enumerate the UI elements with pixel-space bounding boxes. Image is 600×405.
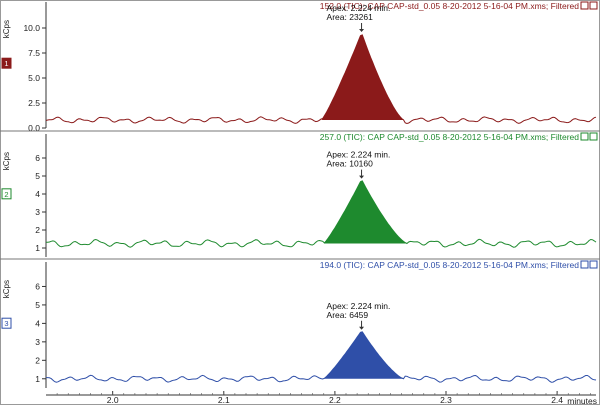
y-axis-label: kCps xyxy=(2,280,11,298)
apex-marker-arrow xyxy=(359,175,365,179)
y-tick-label: 3 xyxy=(35,207,40,217)
y-tick-label: 0.0 xyxy=(28,123,40,133)
y-tick-label: 5.0 xyxy=(28,73,40,83)
channel-badge-label: 3 xyxy=(4,319,8,328)
trace-options-icon[interactable] xyxy=(580,132,589,141)
y-tick-label: 6 xyxy=(35,153,40,163)
area-label: Area: 23261 xyxy=(327,12,374,22)
trace-close-icon[interactable] xyxy=(589,260,598,269)
channel-badge[interactable] xyxy=(1,317,12,329)
trace-close-icon[interactable] xyxy=(589,1,598,10)
y-tick-label: 4 xyxy=(35,189,40,199)
y-tick-label: 2.5 xyxy=(28,98,40,108)
y-tick-label: 3 xyxy=(35,337,40,347)
apex-label: Apex: 2.224 min. xyxy=(327,301,391,311)
y-tick-label: 2 xyxy=(35,355,40,365)
y-tick-label: 7.5 xyxy=(28,48,40,58)
apex-label: Apex: 2.224 min. xyxy=(327,150,391,160)
y-tick-label: 5 xyxy=(35,300,40,310)
trace-options-icon[interactable] xyxy=(580,260,589,269)
channel-badge[interactable] xyxy=(1,57,12,69)
x-tick-label: 2.4 xyxy=(551,395,563,405)
x-tick-label: 2.2 xyxy=(329,395,341,405)
area-label: Area: 10160 xyxy=(327,159,374,169)
y-axis-label: kCps xyxy=(2,152,11,170)
y-tick-label: 2 xyxy=(35,225,40,235)
area-label: Area: 6459 xyxy=(327,310,369,320)
trace-header: 257.0 (TIC): CAP CAP-std_0.05 8-20-2012 … xyxy=(320,132,579,142)
y-axis-label: kCps xyxy=(2,20,11,38)
apex-label: Apex: 2.224 min. xyxy=(327,3,391,13)
y-tick-label: 4 xyxy=(35,318,40,328)
trace-close-icon[interactable] xyxy=(589,132,598,141)
trace-line xyxy=(45,34,597,125)
channel-badge-label: 2 xyxy=(4,190,8,199)
peak-area xyxy=(323,331,404,379)
y-tick-label: 6 xyxy=(35,281,40,291)
channel-badge-label: 1 xyxy=(4,59,8,68)
x-tick-label: 2.1 xyxy=(218,395,230,405)
y-tick-label: 10.0 xyxy=(23,23,40,33)
trace-options-icon[interactable] xyxy=(580,1,589,10)
x-tick-label: 2.3 xyxy=(440,395,452,405)
channel-badge[interactable] xyxy=(1,188,12,200)
apex-marker-arrow xyxy=(359,326,365,330)
trace-line xyxy=(45,180,597,248)
y-tick-label: 5 xyxy=(35,171,40,181)
y-tick-label: 1 xyxy=(35,243,40,253)
trace-header: 152.0 (TIC): CAP CAP-std_0.05 8-20-2012 … xyxy=(320,1,579,11)
x-axis-label: minutes xyxy=(567,396,597,405)
peak-area xyxy=(321,34,404,120)
apex-marker-arrow xyxy=(359,29,365,32)
y-tick-label: 1 xyxy=(35,374,40,384)
peak-area xyxy=(323,180,408,244)
x-tick-label: 2.0 xyxy=(107,395,119,405)
trace-line xyxy=(46,331,597,383)
trace-header: 194.0 (TIC): CAP CAP-std_0.05 8-20-2012 … xyxy=(320,260,579,270)
